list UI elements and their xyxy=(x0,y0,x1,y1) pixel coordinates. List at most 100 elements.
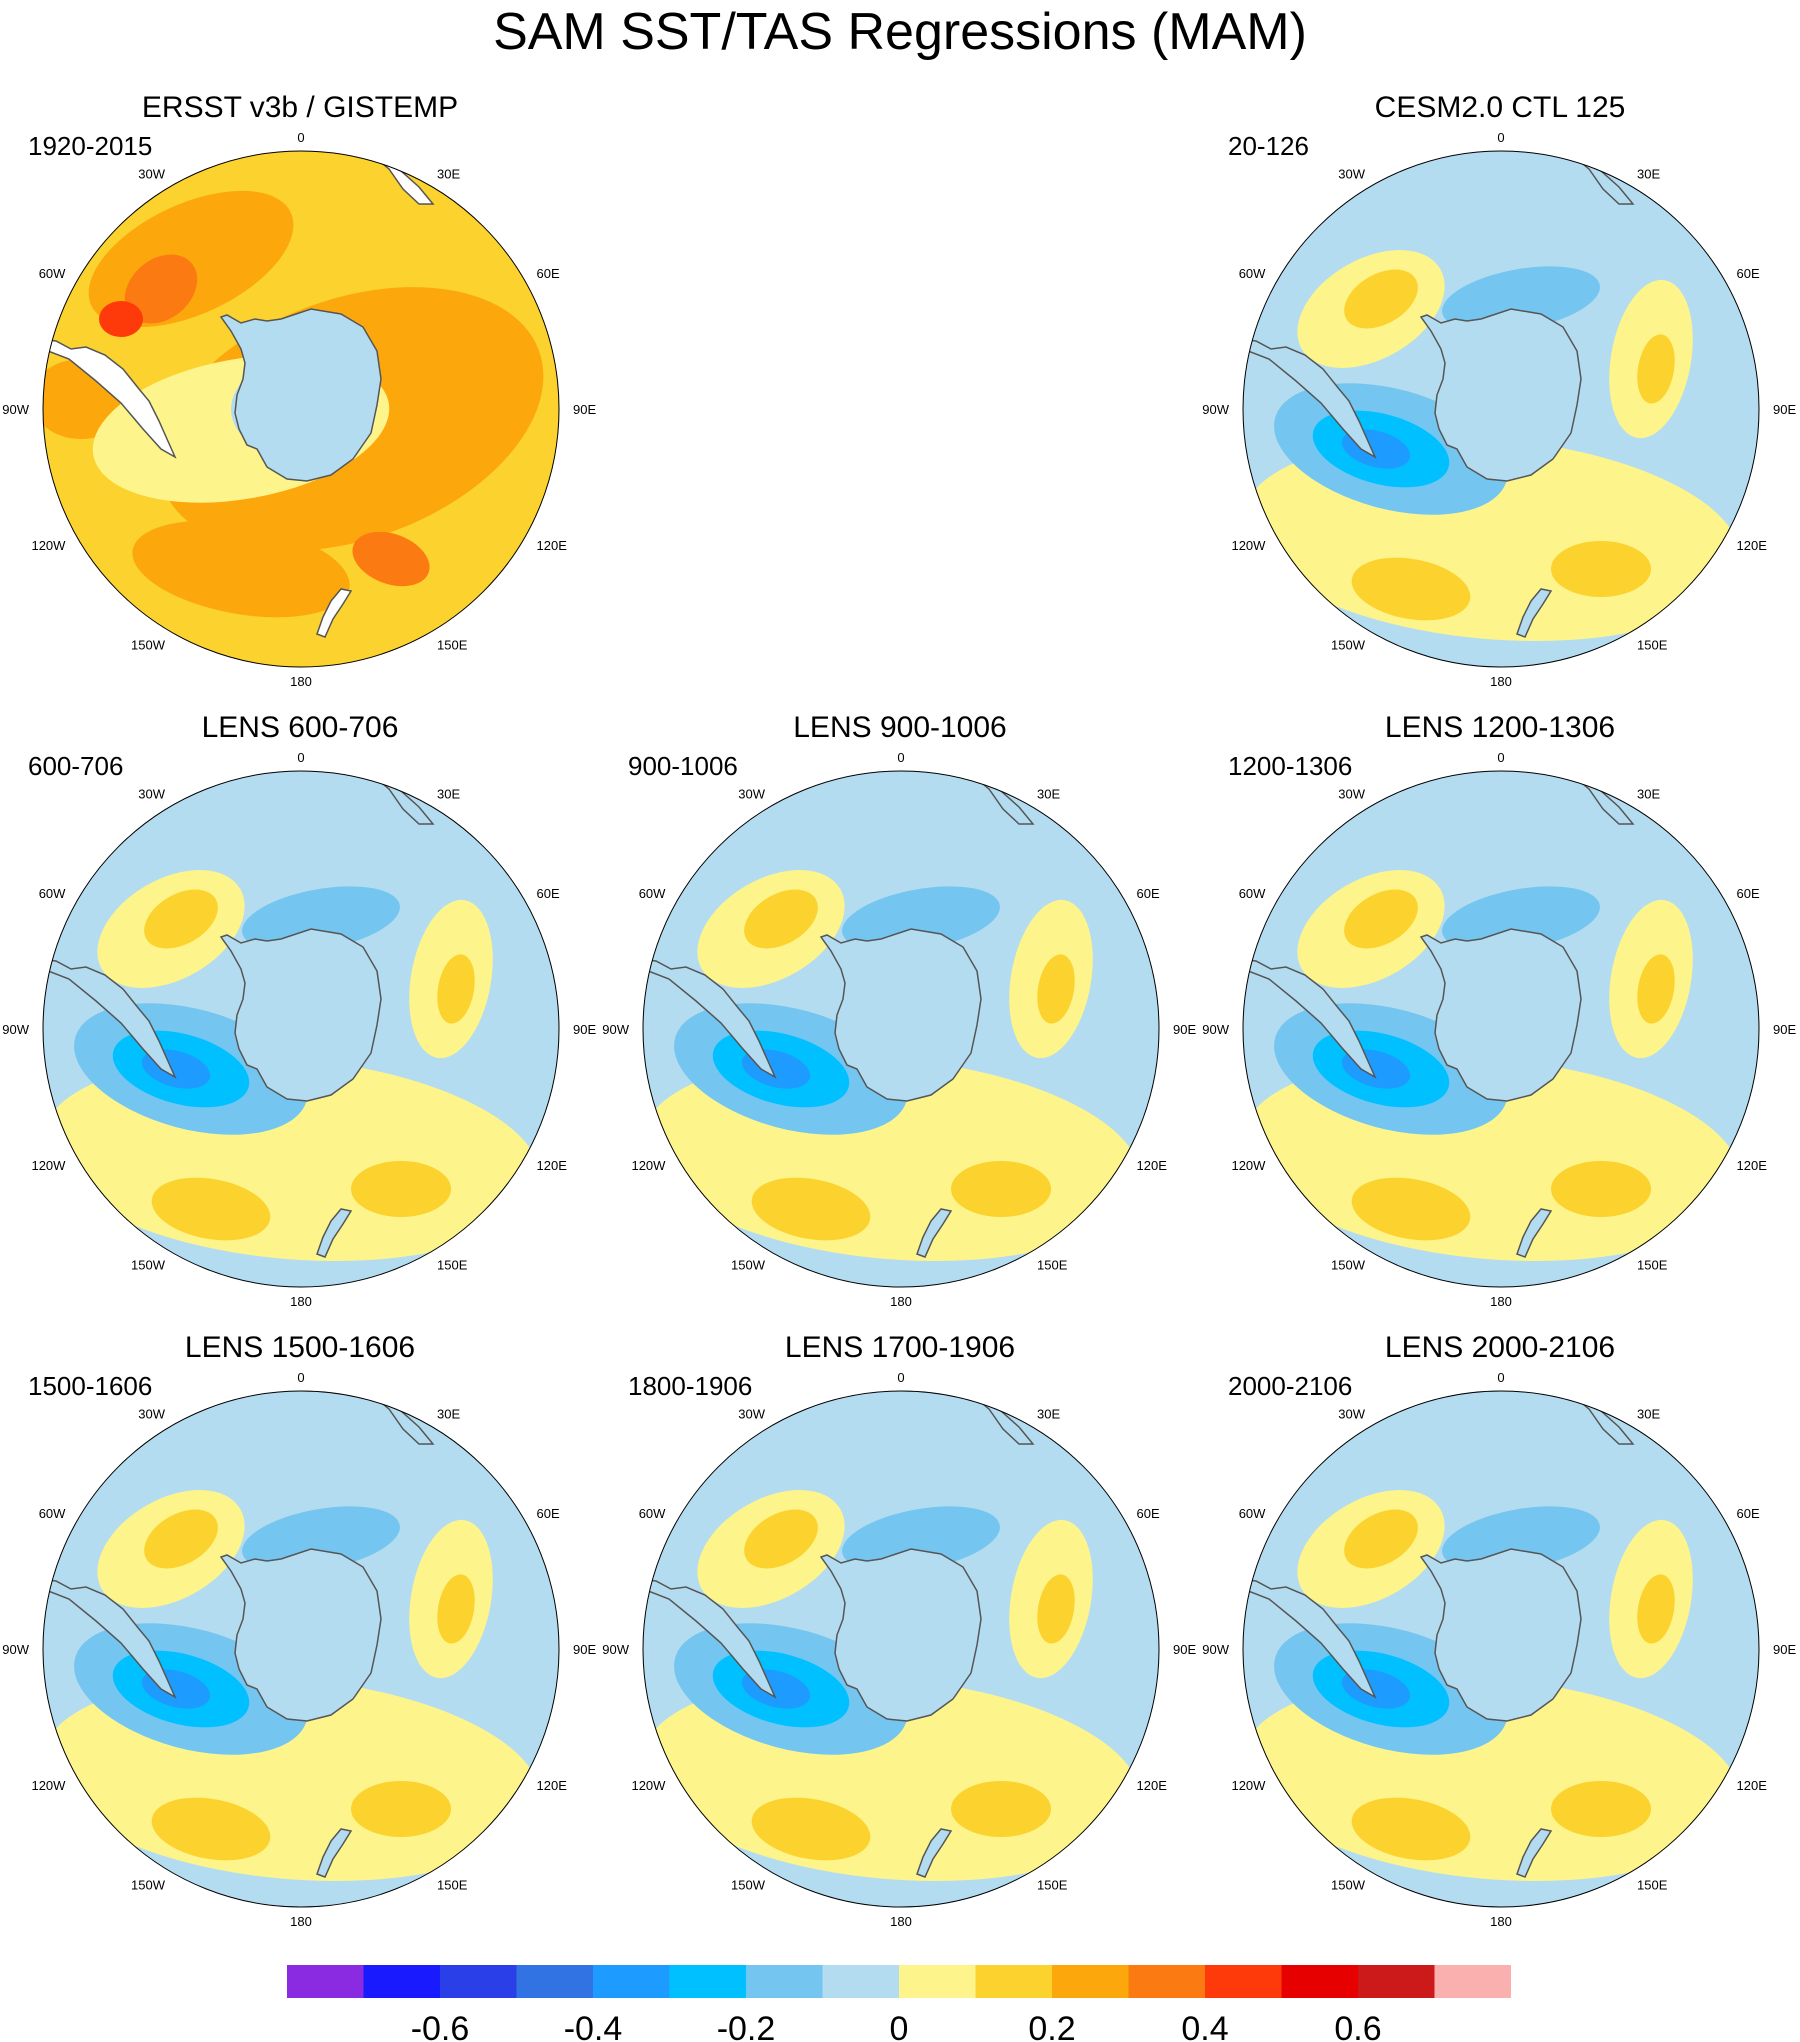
colorbar-swatch xyxy=(822,1965,899,1998)
new-zealand-landmass xyxy=(1516,588,1553,638)
longitude-label: 30E xyxy=(437,786,460,801)
panel-title: ERSST v3b / GISTEMP xyxy=(141,91,459,124)
longitude-label: 150W xyxy=(1331,1258,1366,1273)
south-america-landmass xyxy=(643,958,777,1079)
longitude-label: 150E xyxy=(1637,1878,1668,1893)
longitude-label: 120W xyxy=(31,1778,66,1793)
warm-anomaly xyxy=(352,531,430,587)
longitude-label: 180 xyxy=(890,1914,912,1928)
longitude-label: 90E xyxy=(1773,1022,1796,1037)
longitude-label: 30W xyxy=(1338,786,1365,801)
longitude-label: 90E xyxy=(573,1642,596,1657)
longitude-label: 60W xyxy=(1239,886,1266,901)
new-zealand-landmass xyxy=(1516,1208,1553,1258)
longitude-label: 150W xyxy=(731,1878,766,1893)
map-boundary xyxy=(1242,770,1760,1288)
warm-anomaly xyxy=(1344,889,1418,949)
longitude-label: 90W xyxy=(1202,402,1229,417)
panel-title: LENS 2000-2106 xyxy=(1384,1331,1616,1364)
warm-anomaly xyxy=(744,889,818,949)
colorbar-tick-label: 0.4 xyxy=(1181,2010,1228,2042)
longitude-label: 90W xyxy=(1202,1022,1229,1037)
warm-anomaly xyxy=(437,1574,475,1644)
longitude-label: 90E xyxy=(1773,402,1796,417)
map-boundary xyxy=(42,150,560,668)
warm-anomaly xyxy=(751,1797,871,1861)
polar-map: 0 30E 60E 90E 120E 150E 180 150W 120W 90W 60W 30W xyxy=(1202,130,1796,688)
panel-title: LENS 1700-1906 xyxy=(784,1331,1016,1364)
antarctica-landmass xyxy=(819,928,982,1102)
longitude-label: 60E xyxy=(1137,886,1160,901)
longitude-label: 120E xyxy=(1137,1778,1168,1793)
warm-anomaly xyxy=(1637,1574,1675,1644)
south-america-landmass xyxy=(643,1578,777,1699)
longitude-label: 120E xyxy=(537,538,568,553)
longitude-label: 120E xyxy=(1737,1778,1768,1793)
panel-period: 600-706 xyxy=(28,751,124,781)
map-boundary xyxy=(42,770,560,1288)
longitude-label: 180 xyxy=(890,1294,912,1308)
longitude-label: 60W xyxy=(1239,266,1266,281)
map-panel-lens1500: 0 30E 60E 90E 120E 150E 180 150W 120W 90W 60W 30W LE… xyxy=(0,1328,600,1928)
panel-title: LENS 1500-1606 xyxy=(184,1331,416,1364)
polar-map: 0 30E 60E 90E 120E 150E 180 150W 120W 90W 60W 30W xyxy=(602,1370,1196,1928)
map-panel-lens900: 0 30E 60E 90E 120E 150E 180 150W 120W 90W 60W 30W LE… xyxy=(600,708,1200,1308)
longitude-label: 60W xyxy=(639,1506,666,1521)
antarctica-landmass xyxy=(219,1548,382,1722)
colorbar-swatch xyxy=(746,1965,823,1998)
antarctica-landmass xyxy=(819,1548,982,1722)
warm-anomaly xyxy=(1551,541,1651,597)
longitude-label: 0 xyxy=(1497,1370,1504,1385)
longitude-label: 150E xyxy=(437,1878,468,1893)
colorbar-swatch xyxy=(1052,1965,1129,1998)
new-zealand-landmass xyxy=(316,588,353,638)
longitude-label: 60E xyxy=(537,1506,560,1521)
warm-anomaly xyxy=(1551,1781,1651,1837)
south-america-landmass xyxy=(43,338,177,459)
polar-map: 0 30E 60E 90E 120E 150E 180 150W 120W 90W 60W 30W xyxy=(2,750,596,1308)
longitude-label: 150E xyxy=(437,638,468,653)
longitude-label: 150W xyxy=(731,1258,766,1273)
longitude-label: 60W xyxy=(1239,1506,1266,1521)
longitude-label: 0 xyxy=(897,1370,904,1385)
longitude-label: 150E xyxy=(1637,1258,1668,1273)
panel-title: CESM2.0 CTL 125 xyxy=(1374,91,1626,124)
colorbar-swatch xyxy=(1434,1965,1511,1998)
longitude-label: 90E xyxy=(573,402,596,417)
longitude-label: 120W xyxy=(1231,538,1266,553)
field-shading xyxy=(43,771,559,1287)
longitude-label: 60W xyxy=(639,886,666,901)
warm-anomaly xyxy=(744,1509,818,1569)
colorbar-tick-label: 0.6 xyxy=(1334,2010,1381,2042)
longitude-label: 180 xyxy=(1490,1294,1512,1308)
longitude-label: 120E xyxy=(1737,1158,1768,1173)
cool-anomaly xyxy=(1442,886,1600,952)
warm-anomaly xyxy=(99,301,143,337)
panel-period: 1800-1906 xyxy=(628,1371,753,1401)
south-america-landmass xyxy=(1243,1578,1377,1699)
map-panel-lens2000: 0 30E 60E 90E 120E 150E 180 150W 120W 90W 60W 30W LE… xyxy=(1200,1328,1800,1928)
panel-title: LENS 600-706 xyxy=(201,711,399,744)
colorbar-tick-label: 0 xyxy=(890,2010,909,2042)
panel-title: LENS 900-1006 xyxy=(793,711,1007,744)
longitude-label: 90E xyxy=(1173,1642,1196,1657)
longitude-label: 60E xyxy=(1737,886,1760,901)
longitude-label: 60E xyxy=(1137,1506,1160,1521)
panel-period: 2000-2106 xyxy=(1228,1371,1353,1401)
map-panel-cesm: 0 30E 60E 90E 120E 150E 180 150W 120W 90W 60W 30W CE… xyxy=(1200,88,1800,688)
antarctica-landmass xyxy=(1419,1548,1582,1722)
panel-period: 1500-1606 xyxy=(28,1371,153,1401)
cool-anomaly xyxy=(242,1506,400,1572)
longitude-label: 120W xyxy=(1231,1778,1266,1793)
warm-anomaly xyxy=(132,520,350,618)
warm-anomaly xyxy=(351,1781,451,1837)
cool-anomaly xyxy=(842,886,1000,952)
map-panel-obs: 0 30E 60E 90E 120E 150E 180 150W 120W 90W 60W 30W ER… xyxy=(0,88,600,688)
longitude-label: 120E xyxy=(537,1778,568,1793)
polar-map: 0 30E 60E 90E 120E 150E 180 150W 120W 90W 60W 30W xyxy=(2,130,596,688)
longitude-label: 90E xyxy=(573,1022,596,1037)
longitude-label: 60W xyxy=(39,1506,66,1521)
map-boundary xyxy=(1242,150,1760,668)
longitude-label: 30W xyxy=(138,166,165,181)
colorbar-tick-label: -0.6 xyxy=(411,2010,470,2042)
